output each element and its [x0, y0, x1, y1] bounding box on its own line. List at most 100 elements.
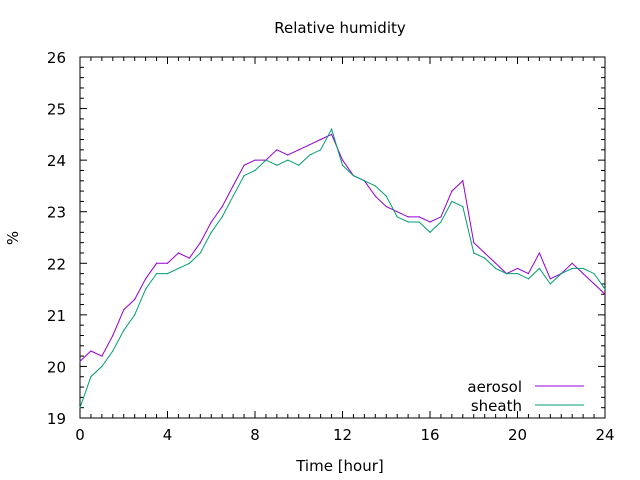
data-point-sheath	[484, 257, 486, 259]
data-point-aerosol	[549, 278, 551, 280]
data-point-sheath	[287, 159, 289, 161]
data-point-aerosol	[254, 159, 256, 161]
data-point-sheath	[516, 273, 519, 275]
y-tick-label: 23	[47, 204, 66, 222]
data-point-aerosol	[134, 298, 136, 300]
data-point-aerosol	[593, 283, 595, 285]
x-tick-label: 4	[163, 426, 173, 444]
data-point-aerosol	[112, 334, 114, 337]
data-point-sheath	[254, 169, 256, 172]
data-point-sheath	[177, 267, 180, 270]
data-point-aerosol	[604, 293, 606, 295]
data-point-aerosol	[407, 216, 409, 218]
axis-ticks	[79, 56, 606, 419]
y-tick-label: 22	[47, 255, 66, 273]
series-layer	[79, 127, 606, 409]
data-point-sheath	[505, 273, 508, 275]
data-point-aerosol	[145, 278, 147, 280]
data-point-aerosol	[462, 180, 464, 182]
data-point-aerosol	[538, 252, 540, 254]
data-point-sheath	[538, 267, 540, 270]
data-point-aerosol	[330, 133, 333, 135]
data-point-sheath	[166, 273, 169, 275]
data-point-sheath	[210, 231, 212, 233]
data-point-aerosol	[527, 273, 530, 275]
data-point-sheath	[462, 205, 464, 208]
data-point-sheath	[112, 350, 114, 352]
data-point-aerosol	[188, 257, 190, 259]
data-point-aerosol	[210, 221, 212, 223]
data-point-sheath	[232, 195, 234, 197]
data-point-sheath	[440, 221, 442, 223]
data-point-sheath	[101, 365, 103, 368]
data-point-sheath	[549, 283, 551, 285]
data-point-aerosol	[418, 216, 420, 218]
data-point-sheath	[604, 288, 606, 290]
y-tick-label: 21	[47, 307, 66, 325]
data-point-sheath	[320, 149, 322, 151]
y-tick-label: 25	[47, 101, 66, 119]
data-point-sheath	[473, 252, 475, 254]
x-tick-label: 24	[595, 426, 614, 444]
data-point-aerosol	[341, 159, 344, 161]
data-point-sheath	[330, 128, 333, 130]
y-axis-label: %	[4, 231, 22, 245]
y-tick-label: 26	[47, 49, 66, 67]
legend: aerosol sheath	[467, 378, 584, 415]
data-point-aerosol	[440, 216, 442, 218]
data-point-aerosol	[90, 350, 92, 352]
data-point-sheath	[593, 273, 595, 275]
data-point-sheath	[309, 154, 311, 156]
data-point-sheath	[145, 288, 147, 290]
data-point-sheath	[276, 164, 278, 166]
data-point-aerosol	[101, 355, 103, 357]
series-line-aerosol	[79, 133, 606, 362]
x-tick-label: 16	[420, 426, 439, 444]
data-point-aerosol	[298, 149, 300, 151]
data-point-aerosol	[177, 252, 180, 254]
data-point-sheath	[385, 195, 387, 197]
data-point-sheath	[396, 216, 398, 218]
y-tick-label: 24	[47, 152, 66, 170]
data-point-aerosol	[199, 242, 201, 244]
data-point-aerosol	[571, 262, 573, 264]
y-tick-labels: 19 20 21 22 23 24 25 26	[47, 49, 66, 428]
data-point-aerosol	[287, 154, 289, 156]
data-point-aerosol	[473, 242, 475, 244]
data-point-sheath	[265, 159, 267, 161]
data-point-sheath	[341, 164, 344, 166]
data-point-sheath	[199, 252, 201, 254]
data-point-aerosol	[221, 205, 223, 208]
data-point-sheath	[155, 273, 158, 275]
data-point-aerosol	[516, 267, 519, 270]
data-point-sheath	[571, 267, 573, 270]
data-point-aerosol	[155, 262, 158, 264]
data-point-aerosol	[396, 211, 398, 213]
x-tick-labels: 0 4 8 12 16 20 24	[75, 426, 614, 444]
data-point-sheath	[582, 267, 584, 270]
x-tick-label: 0	[75, 426, 85, 444]
y-tick-label: 20	[47, 358, 66, 376]
data-point-sheath	[352, 175, 355, 177]
x-tick-label: 12	[333, 426, 352, 444]
data-point-aerosol	[79, 360, 81, 362]
data-point-sheath	[221, 216, 223, 218]
data-point-sheath	[243, 175, 245, 177]
data-point-aerosol	[374, 195, 376, 197]
data-point-sheath	[79, 407, 81, 409]
data-point-sheath	[451, 200, 453, 202]
data-point-aerosol	[276, 149, 278, 151]
data-point-aerosol	[385, 205, 387, 208]
data-point-aerosol	[484, 252, 486, 254]
data-point-aerosol	[243, 164, 245, 166]
data-point-sheath	[188, 262, 190, 264]
data-point-aerosol	[320, 138, 322, 141]
data-point-sheath	[418, 221, 420, 223]
data-point-sheath	[407, 221, 409, 223]
data-point-aerosol	[451, 190, 453, 192]
data-point-sheath	[495, 267, 497, 270]
y-tick-label: 19	[47, 410, 66, 428]
data-point-sheath	[363, 180, 365, 182]
data-point-sheath	[298, 164, 300, 166]
